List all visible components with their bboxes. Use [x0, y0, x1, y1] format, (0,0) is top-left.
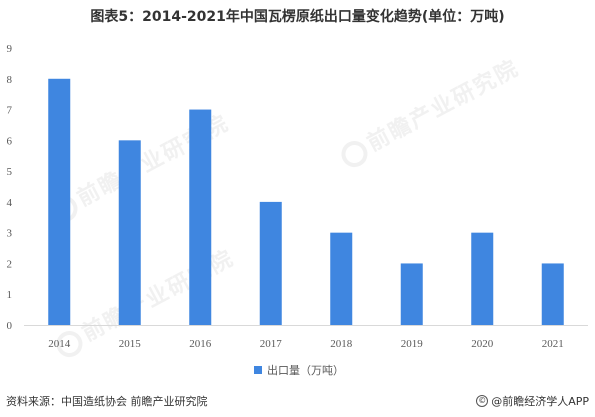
- source-note: 资料来源：中国造纸协会 前瞻产业研究院: [6, 395, 208, 408]
- bar: [189, 109, 212, 325]
- x-tick-label: 2014: [48, 338, 71, 350]
- bar: [330, 232, 353, 325]
- y-tick-label: 8: [7, 74, 13, 86]
- bar: [400, 263, 423, 325]
- legend-label: 出口量（万吨）: [267, 364, 344, 377]
- credit-text: @前瞻经济学人APP: [491, 395, 589, 408]
- y-tick-label: 5: [7, 166, 13, 178]
- x-tick-label: 2019: [401, 338, 424, 350]
- y-tick-label: 4: [7, 197, 13, 209]
- copyright-icon: ©: [476, 395, 489, 407]
- bar: [259, 201, 282, 325]
- y-tick-label: 7: [7, 105, 13, 117]
- y-tick-label: 0: [7, 320, 13, 332]
- y-tick-label: 1: [7, 289, 13, 301]
- credit: © @前瞻经济学人APP: [476, 393, 589, 409]
- bar: [541, 263, 564, 325]
- y-tick-label: 6: [7, 135, 13, 147]
- bar: [48, 78, 71, 326]
- x-tick-label: 2018: [330, 338, 353, 350]
- bar: [471, 232, 494, 325]
- y-tick-label: 2: [7, 258, 13, 270]
- y-tick-label: 3: [7, 228, 13, 240]
- x-tick-label: 2021: [542, 338, 564, 350]
- x-tick-label: 2017: [260, 338, 283, 350]
- x-tick-label: 2016: [189, 338, 212, 350]
- x-tick-label: 2015: [119, 338, 142, 350]
- legend: 出口量（万吨）: [254, 363, 344, 377]
- x-tick-label: 2020: [471, 338, 494, 350]
- chart-title: 图表5：2014-2021年中国瓦楞原纸出口量变化趋势(单位：万吨): [90, 9, 505, 25]
- legend-swatch: [254, 366, 262, 374]
- y-tick-label: 9: [7, 43, 13, 55]
- bar: [118, 140, 141, 325]
